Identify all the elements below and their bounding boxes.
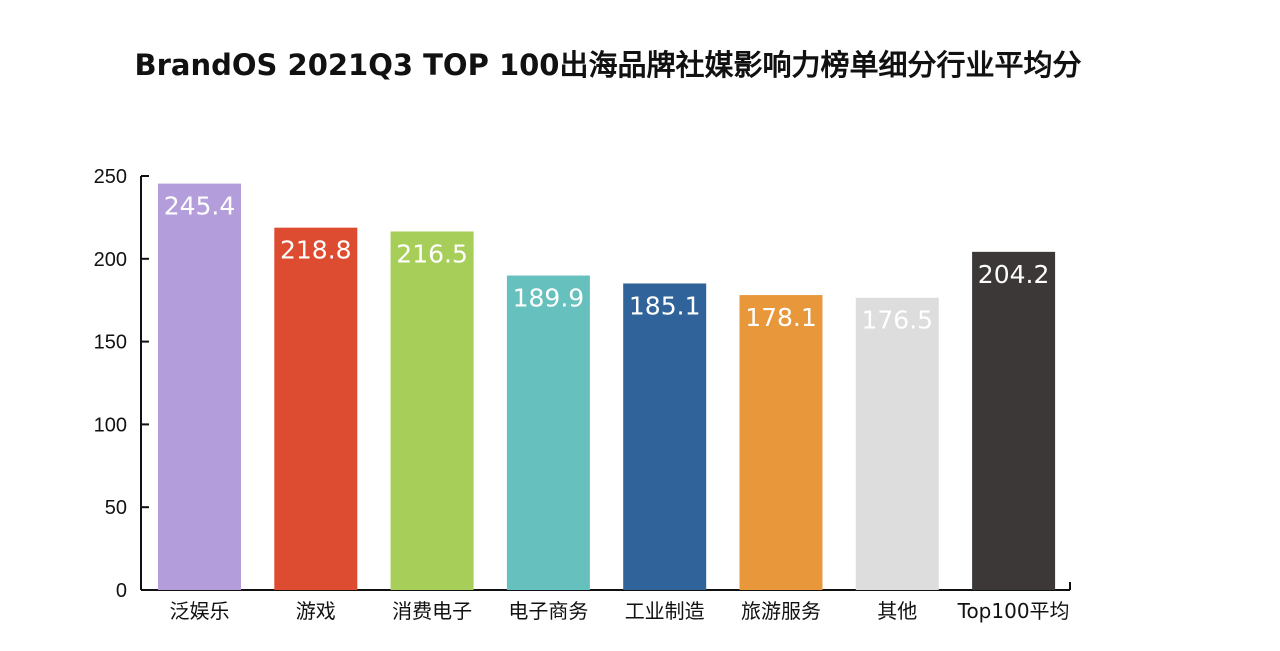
x-category-label: Top100平均 [957, 599, 1070, 623]
y-tick-label: 0 [116, 580, 127, 602]
bars [158, 183, 1056, 591]
bar [739, 295, 823, 590]
y-tick-label: 250 [94, 166, 127, 188]
bar [506, 275, 590, 590]
y-tick-label: 150 [94, 332, 127, 354]
bar [623, 283, 707, 590]
bar-value-label: 218.8 [280, 236, 352, 265]
x-category-label: 消费电子 [392, 599, 472, 623]
bar-value-label: 178.1 [745, 303, 817, 332]
bar-value-label: 245.4 [164, 192, 236, 221]
bar [158, 183, 241, 590]
x-category-label: 其他 [877, 599, 917, 623]
bar [274, 227, 358, 590]
y-tick-label: 200 [94, 249, 127, 271]
bar-value-label: 216.5 [396, 239, 468, 268]
x-category-label: 游戏 [296, 599, 336, 623]
bar-value-label: 189.9 [513, 284, 585, 313]
x-category-label: 泛娱乐 [170, 599, 230, 623]
x-category-label: 旅游服务 [741, 599, 821, 623]
bar-value-label: 176.5 [862, 306, 934, 335]
labels: 245.4 泛娱乐 218.8 游戏 216.5 消费电子 189.9 电子商务 185.1 工业… [164, 192, 1070, 623]
bar [972, 251, 1056, 591]
x-category-label: 电子商务 [508, 599, 588, 623]
bar [855, 297, 939, 590]
bar [390, 231, 474, 590]
y-tick-label: 100 [94, 414, 127, 436]
chart-title: BrandOS 2021Q3 TOP 100出海品牌社媒影响力榜单细分行业平均分 [134, 48, 1082, 82]
x-category-label: 工业制造 [625, 599, 705, 623]
y-tick-label: 50 [105, 497, 127, 519]
bar-value-label: 204.2 [978, 260, 1050, 289]
bar-value-label: 185.1 [629, 291, 701, 320]
